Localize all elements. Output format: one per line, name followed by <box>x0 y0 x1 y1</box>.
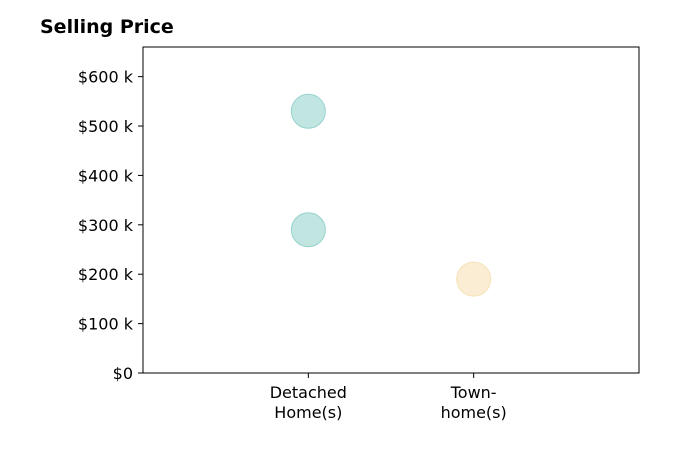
y-tick-label: $0 <box>113 364 133 383</box>
x-tick-label: Town-home(s) <box>441 383 507 422</box>
y-tick-label: $400 k <box>78 166 134 185</box>
x-tick-label: Detached Home(s) <box>270 383 347 422</box>
y-tick-label: $300 k <box>78 216 134 235</box>
y-tick-label: $500 k <box>78 117 134 136</box>
data-point <box>456 261 492 297</box>
y-tick-label: $200 k <box>78 265 134 284</box>
y-tick-label: $600 k <box>78 68 134 87</box>
chart-title: Selling Price <box>40 16 174 38</box>
plot-frame <box>142 46 640 374</box>
data-point <box>290 212 326 248</box>
y-tick-label: $100 k <box>78 315 134 334</box>
x-axis: Detached Home(s) Town-home(s) <box>270 373 507 422</box>
data-points <box>290 93 492 297</box>
y-axis: $0 $100 k $200 k $300 k $400 k $500 k $600 k <box>78 68 143 383</box>
data-point <box>290 93 326 129</box>
